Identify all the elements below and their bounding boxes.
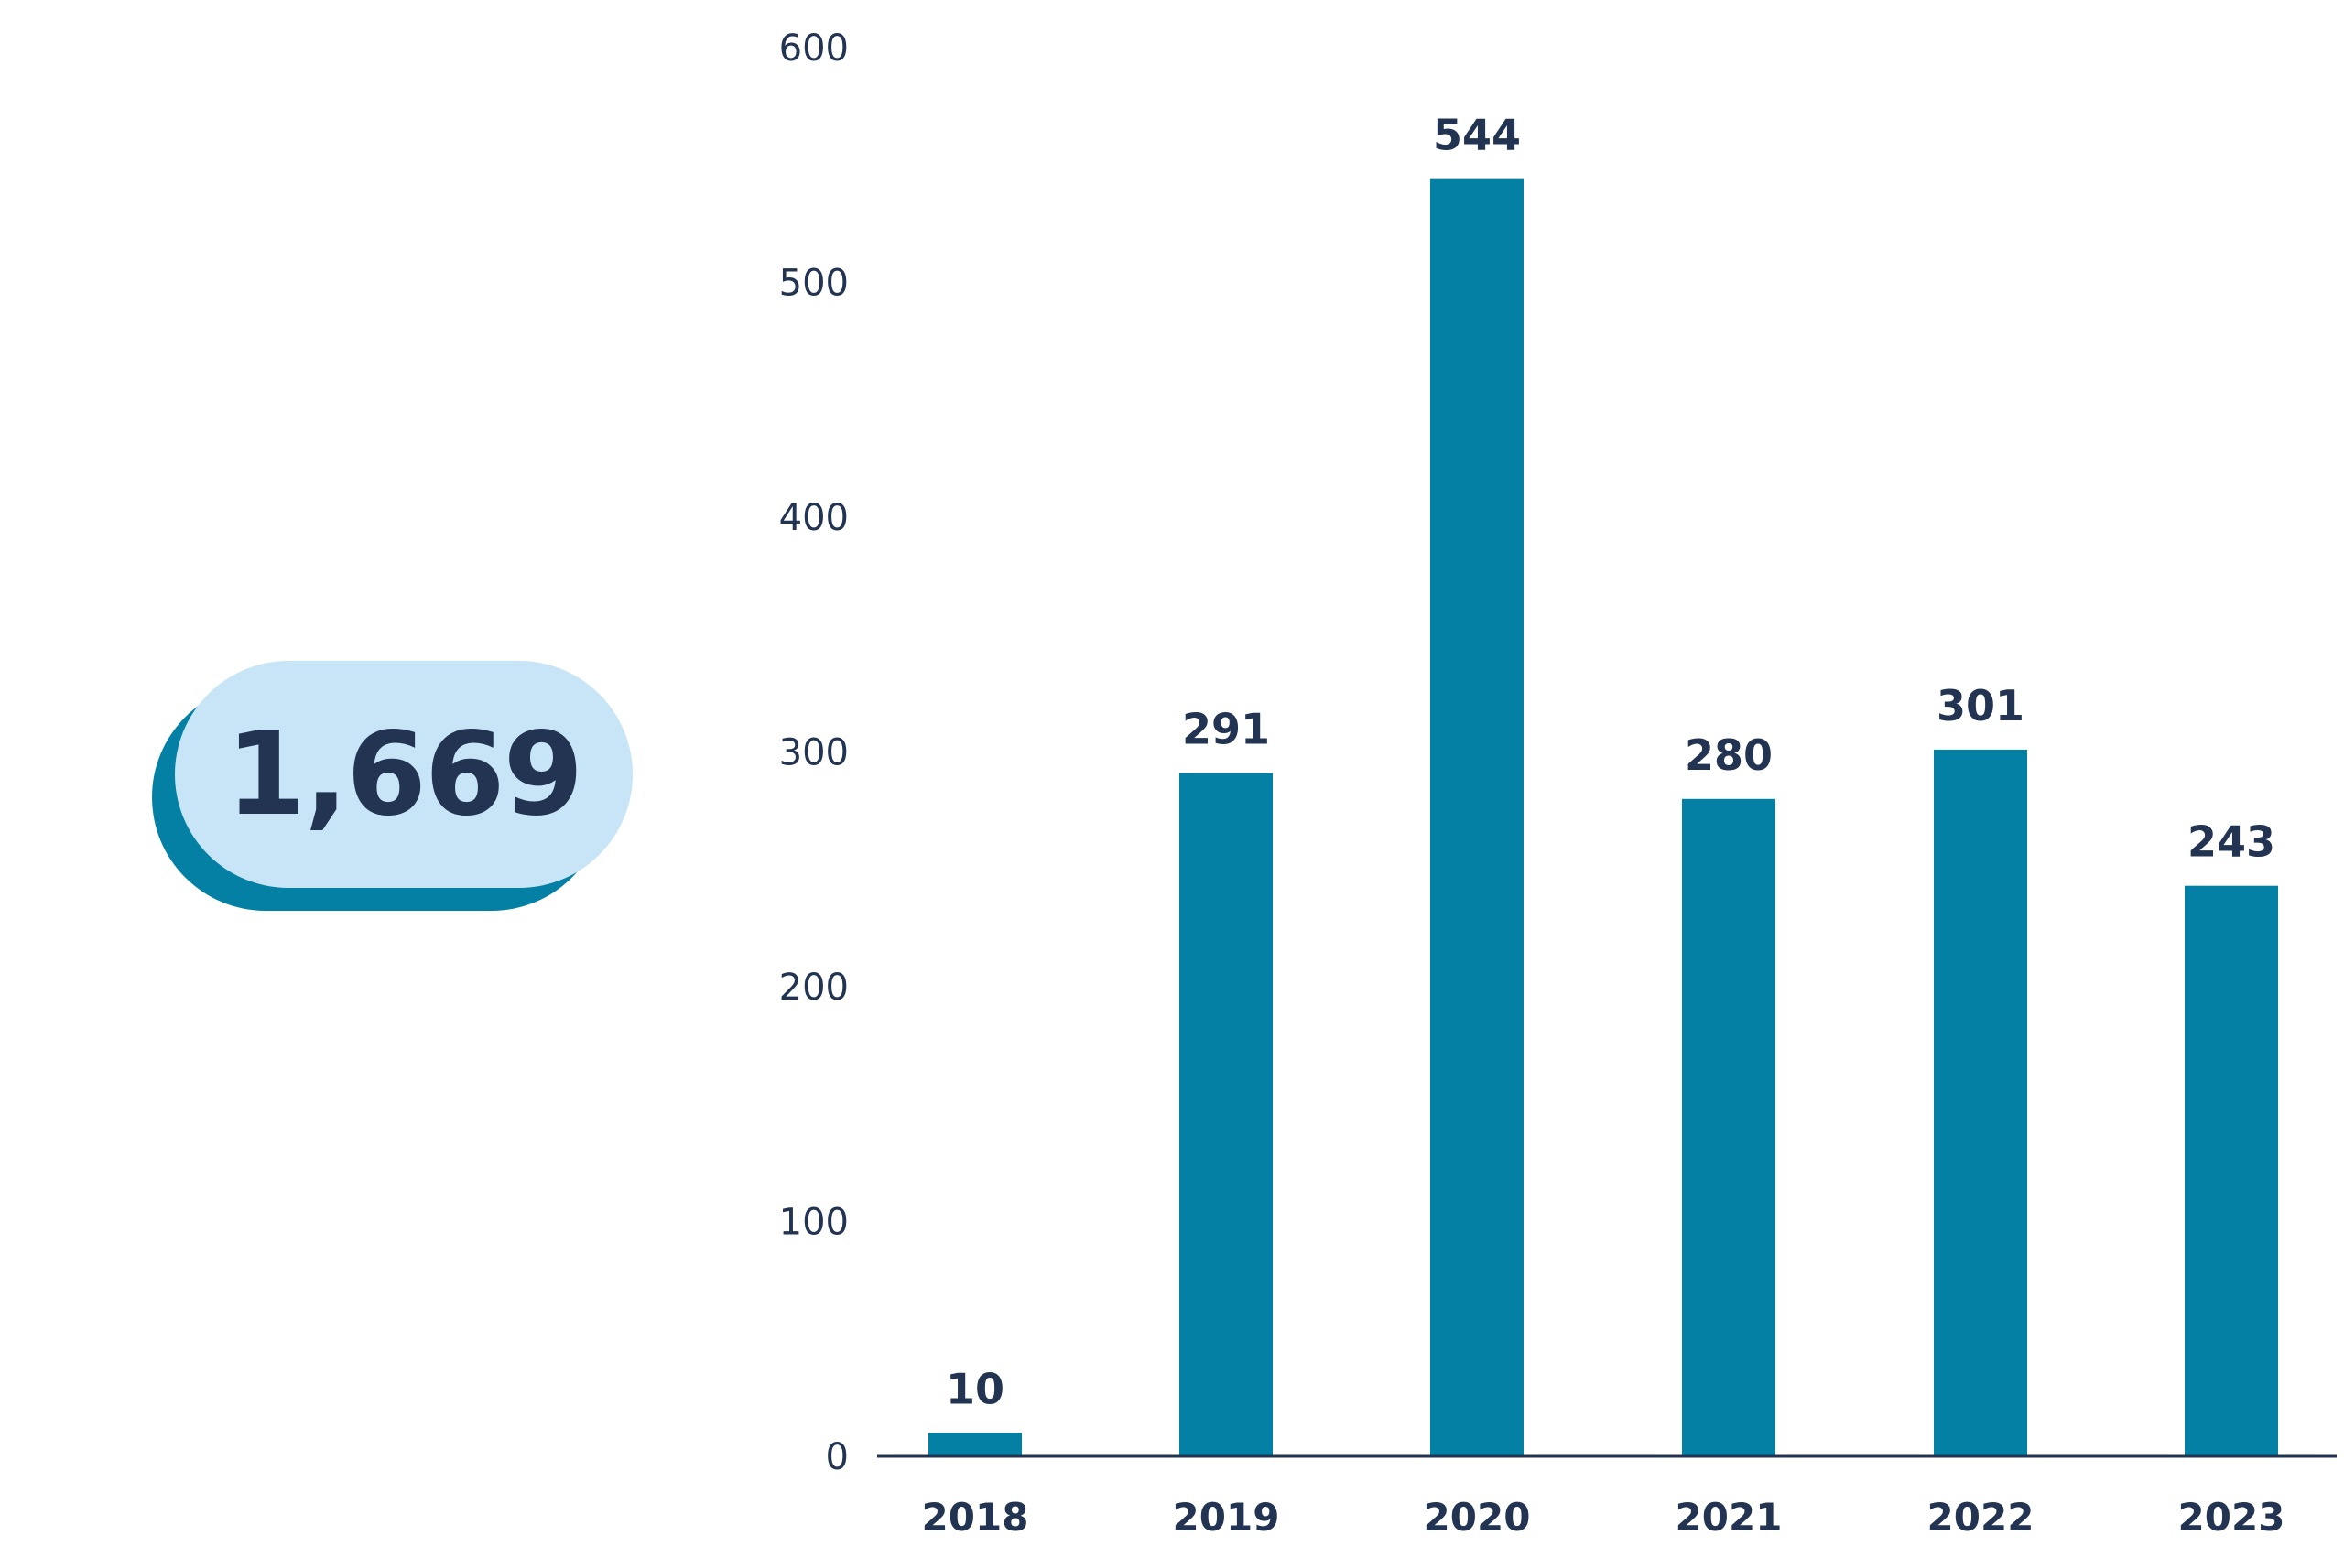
- bar-value-label: 301: [1937, 681, 2024, 730]
- y-tick-label: 500: [779, 263, 849, 305]
- x-category-label: 2021: [1676, 1495, 1783, 1540]
- bar-value-label: 291: [1182, 705, 1270, 754]
- bar: [1430, 178, 1524, 1456]
- badge-face: 1,669: [175, 661, 633, 888]
- x-category-label: 2018: [922, 1495, 1029, 1540]
- bar-value-label: 243: [2187, 817, 2275, 867]
- bar-value-label: 544: [1433, 111, 1521, 160]
- bar: [1682, 798, 1775, 1456]
- y-tick-label: 400: [779, 497, 849, 539]
- x-category-label: 2020: [1424, 1495, 1531, 1540]
- y-tick-label: 200: [779, 967, 849, 1009]
- x-category-label: 2022: [1927, 1495, 2035, 1540]
- bar: [1934, 749, 2027, 1456]
- y-axis-ticks: 0 100 200 300 400 500 600: [779, 27, 849, 1478]
- x-category-label: 2019: [1173, 1495, 1280, 1540]
- y-tick-label: 300: [779, 732, 849, 774]
- bar: [2185, 885, 2278, 1456]
- y-tick-label: 600: [779, 27, 849, 70]
- x-axis-labels: 2018 2019 2020 2021 2022 2023: [922, 1495, 2285, 1540]
- bar-value-label: 280: [1685, 730, 1773, 780]
- bar-value-label: 10: [946, 1364, 1004, 1413]
- y-tick-label: 100: [779, 1202, 849, 1244]
- y-tick-label: 0: [826, 1436, 849, 1478]
- bar: [928, 1433, 1022, 1456]
- bar: [1179, 773, 1273, 1456]
- total-badge: 1,669: [152, 661, 633, 915]
- total-value: 1,669: [225, 707, 584, 841]
- bars: [928, 178, 2278, 1456]
- data-labels: 10 291 544 280 301 243: [946, 111, 2275, 1414]
- x-category-label: 2023: [2178, 1495, 2285, 1540]
